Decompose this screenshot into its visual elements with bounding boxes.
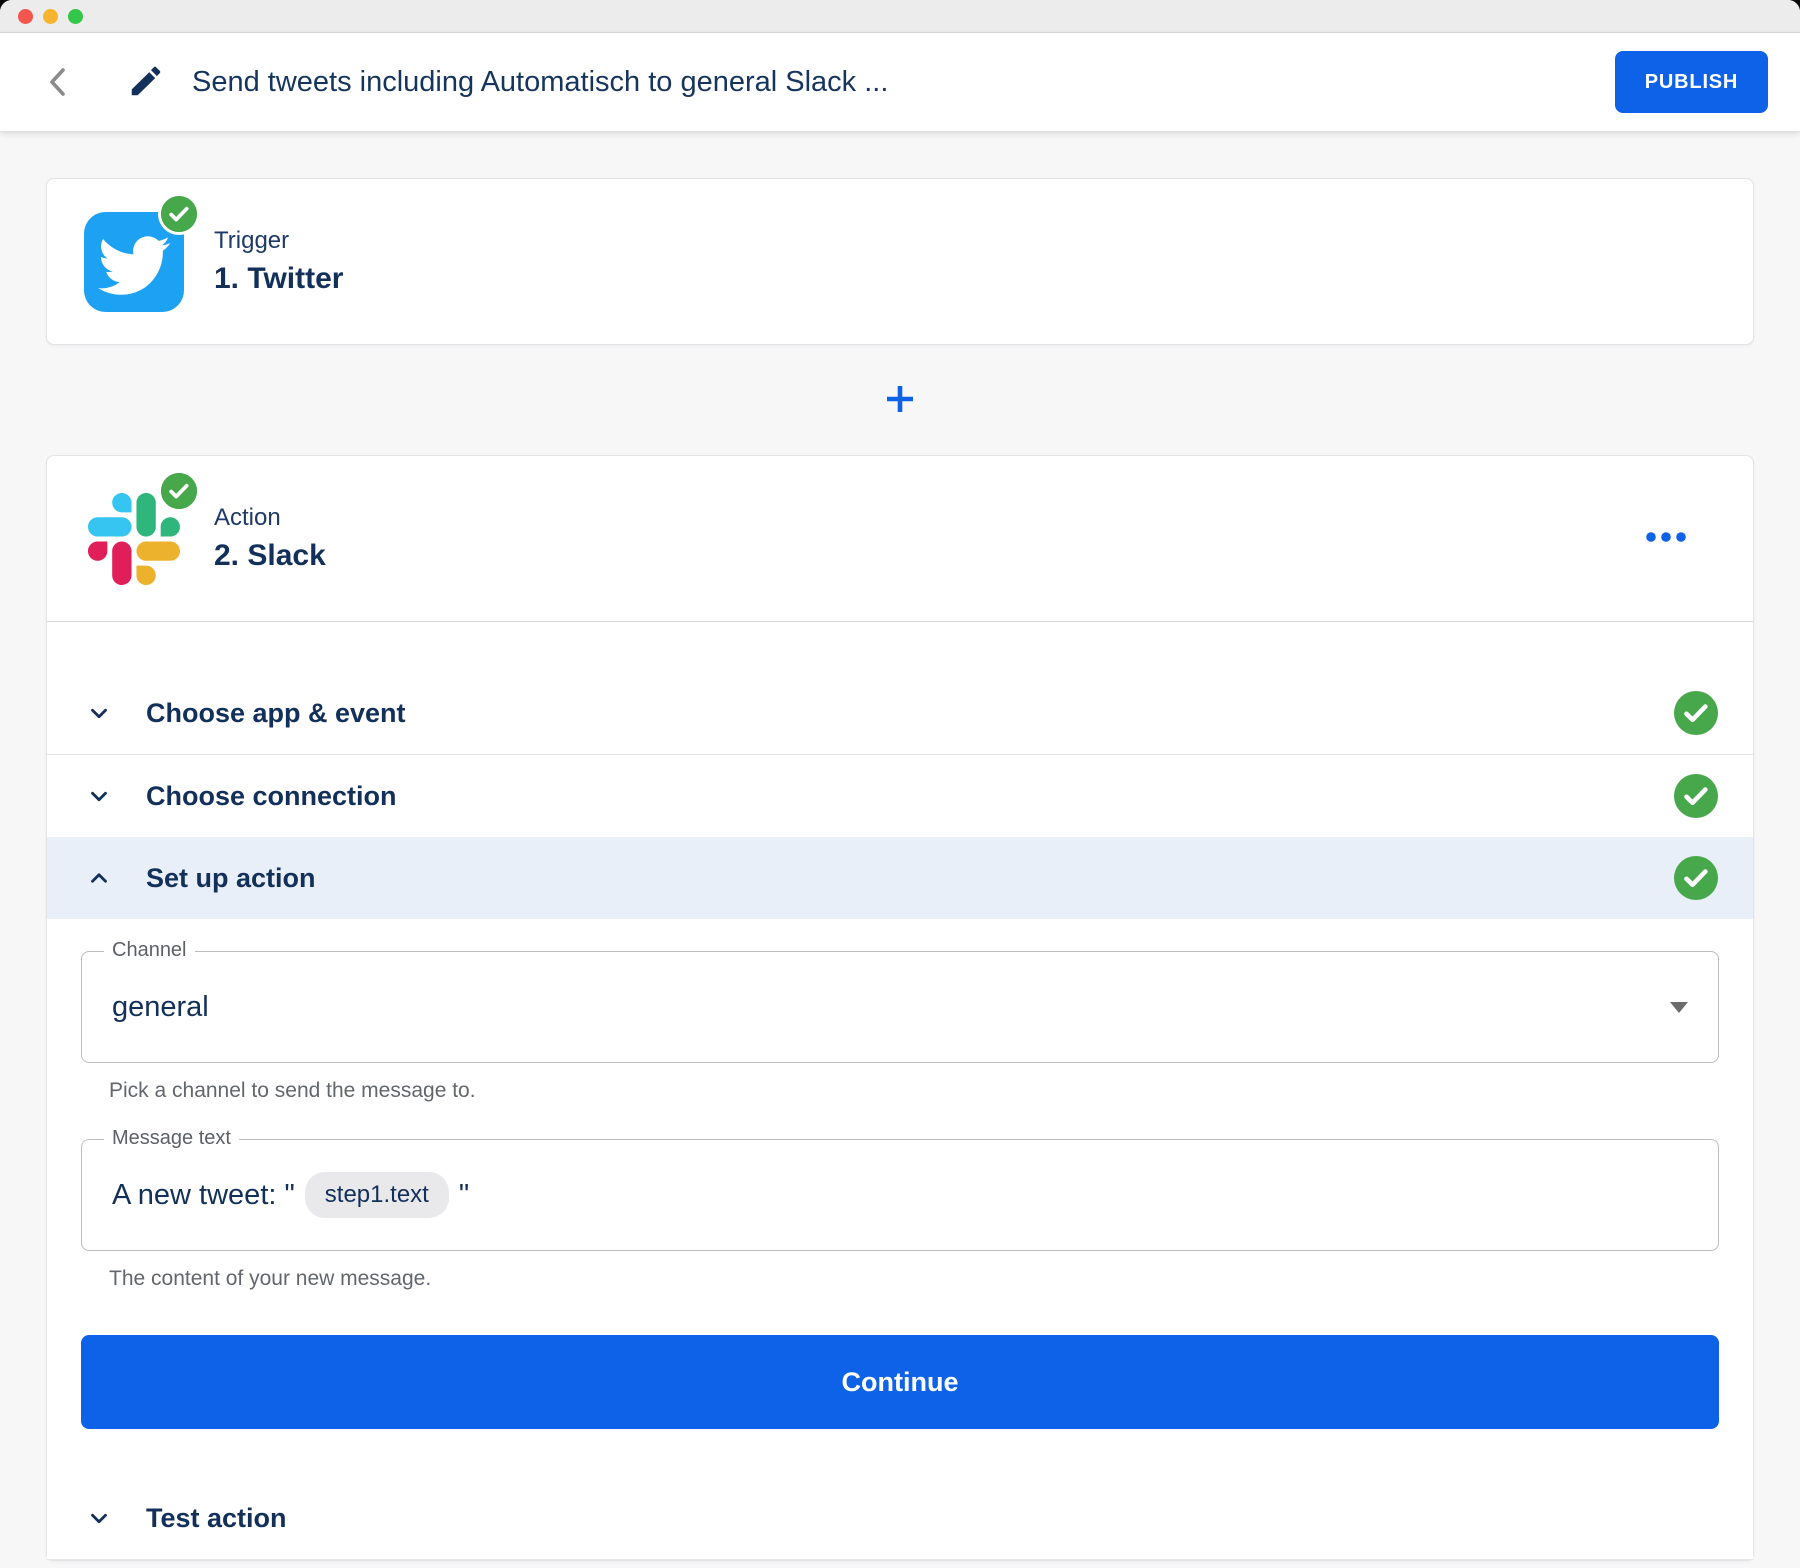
step-kind-label: Trigger — [214, 227, 290, 254]
action-step-header[interactable]: Action 2. Slack — [47, 456, 1753, 621]
divider — [47, 1559, 1753, 1560]
chevron-down-icon — [86, 700, 112, 726]
edit-flow-name-button[interactable] — [122, 58, 170, 106]
section-set-up-action[interactable]: Set up action — [47, 837, 1753, 919]
slack-icon — [84, 469, 200, 589]
channel-select-label: Channel — [104, 939, 195, 962]
twitter-icon — [84, 192, 200, 312]
channel-helper-text: Pick a channel to send the message to. — [109, 1079, 476, 1102]
set-up-action-form: Channel general Pick a channel to send t… — [47, 919, 1753, 1429]
channel-select[interactable]: Channel general — [81, 939, 1719, 1063]
flow-editor-header: Send tweets including Automatisch to gen… — [0, 33, 1800, 131]
section-test-action[interactable]: Test action — [47, 1477, 1753, 1559]
step-completed-check-icon — [158, 469, 200, 512]
divider — [47, 621, 1753, 622]
trigger-step-meta: Trigger 1. Twitter — [214, 227, 343, 296]
section-choose-app-event[interactable]: Choose app & event — [47, 672, 1753, 754]
minimize-window-button[interactable] — [43, 8, 58, 24]
message-text-content: A new tweet: " step1.text " — [112, 1172, 469, 1218]
add-step-row — [46, 345, 1754, 455]
action-step-meta: Action 2. Slack — [214, 504, 326, 573]
back-button[interactable] — [36, 60, 80, 104]
plus-icon — [880, 379, 920, 422]
section-choose-connection[interactable]: Choose connection — [47, 755, 1753, 837]
section-completed-check-icon — [1674, 691, 1718, 735]
message-helper-text: The content of your new message. — [109, 1267, 432, 1290]
flow-title: Send tweets including Automatisch to gen… — [192, 65, 889, 98]
message-text-label: Message text — [104, 1127, 239, 1150]
step-completed-check-icon — [158, 192, 200, 235]
trigger-step-card[interactable]: Trigger 1. Twitter — [46, 178, 1754, 345]
pencil-icon — [127, 62, 165, 103]
chevron-down-icon — [86, 783, 112, 809]
add-step-button[interactable] — [880, 379, 920, 422]
message-text-after: " — [458, 1178, 470, 1211]
section-completed-check-icon — [1674, 774, 1718, 818]
flow-canvas: Trigger 1. Twitter — [0, 131, 1800, 1568]
chevron-down-icon — [86, 1505, 112, 1531]
step-menu-button[interactable] — [1635, 521, 1697, 556]
continue-button[interactable]: Continue — [81, 1335, 1719, 1429]
dropdown-caret-icon — [1670, 1001, 1688, 1013]
window-title-bar — [0, 0, 1800, 33]
section-label: Choose app & event — [146, 697, 406, 728]
chevron-left-icon — [44, 65, 72, 99]
section-label: Choose connection — [146, 780, 397, 811]
step-name: 1. Twitter — [214, 262, 344, 295]
section-label: Test action — [146, 1502, 287, 1533]
close-window-button[interactable] — [18, 8, 33, 24]
action-step-card: Action 2. Slack Choose app & event — [46, 455, 1754, 1561]
step-name: 2. Slack — [214, 539, 326, 572]
zoom-window-button[interactable] — [68, 8, 83, 24]
message-text-input[interactable]: Message text A new tweet: " step1.text " — [81, 1127, 1719, 1251]
chevron-up-icon — [86, 865, 112, 891]
trigger-step-header: Trigger 1. Twitter — [47, 179, 1753, 344]
section-completed-check-icon — [1674, 856, 1718, 900]
section-label: Set up action — [146, 862, 316, 893]
variable-chip-step1-text: step1.text — [304, 1172, 449, 1218]
publish-button[interactable]: PUBLISH — [1615, 51, 1768, 113]
message-text-before: A new tweet: " — [112, 1178, 295, 1211]
step-sections: Choose app & event Choose connection — [47, 622, 1753, 1560]
channel-select-value: general — [112, 990, 209, 1023]
step-kind-label: Action — [214, 504, 281, 531]
divider — [47, 754, 1753, 755]
ellipsis-icon — [1645, 531, 1687, 546]
